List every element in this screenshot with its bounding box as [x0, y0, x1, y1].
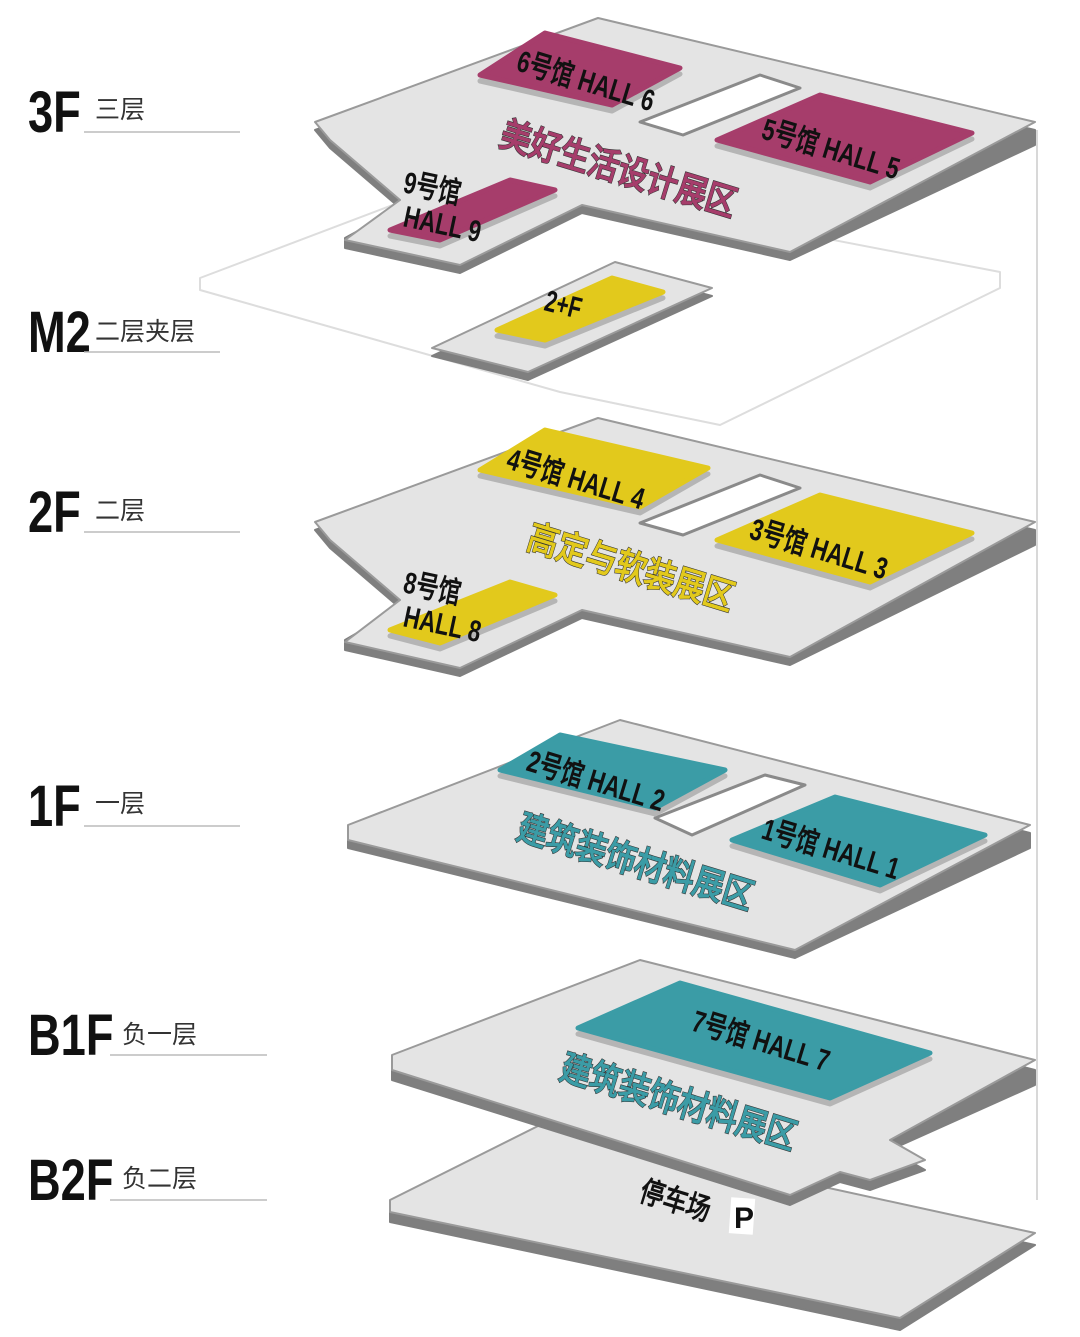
floor-label-3f: 3F 三层: [28, 81, 240, 146]
floor-code: B1F: [28, 1004, 113, 1069]
floor-name: 三层: [95, 95, 145, 124]
floor-3f: 6号馆 HALL 6 5号馆 HALL 5 9号馆 HALL 9 美好生活设计展…: [314, 17, 1036, 274]
parking-icon: [728, 1197, 756, 1235]
floor-label-2f: 2F 二层: [28, 481, 240, 546]
floor-label-1f: 1F 一层: [28, 775, 240, 840]
floor-label-b1f: B1F 负一层: [28, 1004, 267, 1069]
floor-code: 2F: [28, 481, 81, 546]
floor-code: M2: [28, 301, 91, 366]
floor-name: 负一层: [122, 1020, 197, 1049]
floor-b1f: 7号馆 HALL 7 建筑装饰材料展区: [391, 959, 1036, 1206]
floor-code: 1F: [28, 775, 81, 840]
floor-code: 3F: [28, 81, 81, 146]
floor-b2f: 停车场 P: [389, 1124, 1036, 1331]
floor-name: 一层: [95, 789, 145, 818]
parking-icon-letter: P: [734, 1202, 754, 1235]
floor-m2: 2+F: [199, 171, 1001, 426]
floor-label-m2: M2 二层夹层: [28, 301, 220, 366]
floor-code: B2F: [28, 1149, 113, 1214]
floor-name: 负二层: [122, 1164, 197, 1193]
floor-name: 二层夹层: [95, 317, 195, 346]
floor-name: 二层: [95, 496, 145, 525]
floor-2f: 4号馆 HALL 4 3号馆 HALL 3 8号馆 HALL 8 高定与软装展区: [314, 417, 1036, 677]
floor-label-b2f: B2F 负二层: [28, 1149, 267, 1214]
floor-1f: 2号馆 HALL 2 1号馆 HALL 1 建筑装饰材料展区: [347, 719, 1031, 959]
